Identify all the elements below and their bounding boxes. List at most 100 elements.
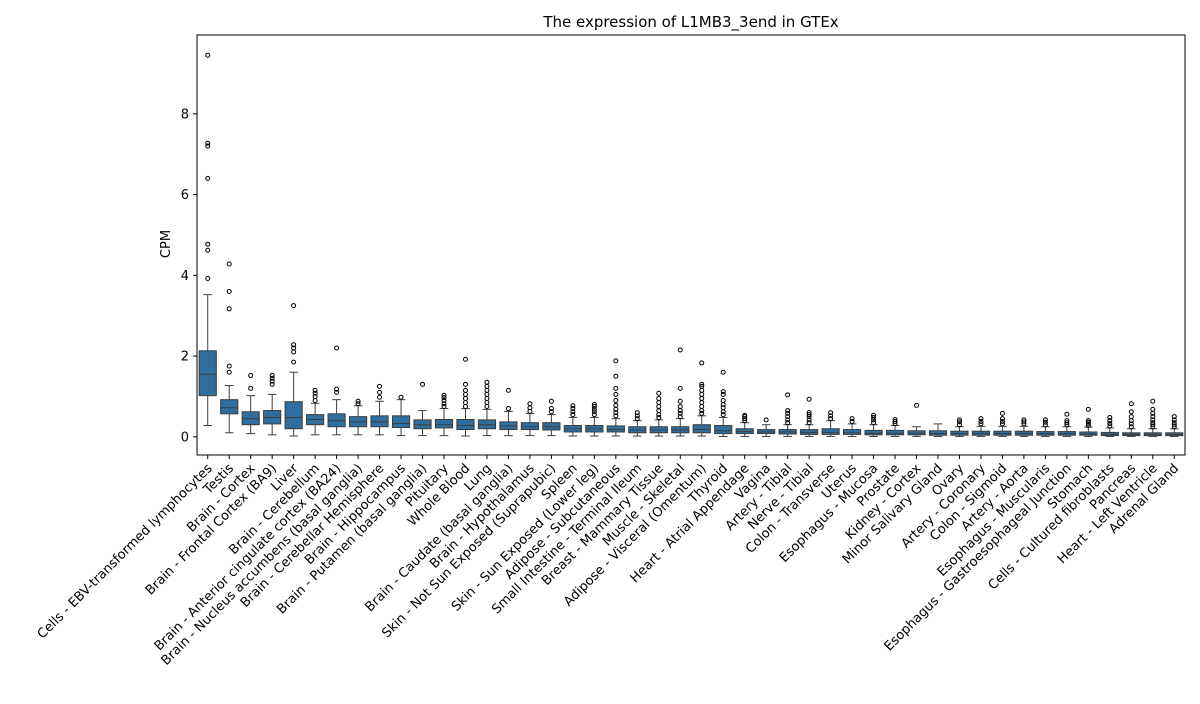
box [434, 418, 454, 429]
box [606, 425, 625, 433]
outlier-point [656, 404, 662, 410]
outlier-point [355, 401, 361, 407]
outlier-point [1171, 422, 1177, 428]
outlier-point [1150, 406, 1156, 412]
plot-frame [196, 34, 1186, 456]
outlier-point [699, 410, 705, 416]
outlier-point [656, 390, 662, 396]
outlier-point [484, 383, 490, 389]
y-tick-label: 0 [181, 430, 189, 445]
outlier-point [291, 349, 297, 355]
outlier-point [591, 406, 597, 412]
outlier-point [677, 404, 683, 410]
outlier-point [248, 372, 254, 378]
outlier-point [613, 391, 619, 397]
outlier-point [613, 410, 619, 416]
outlier-point [828, 410, 834, 416]
outlier-point [720, 409, 726, 415]
outlier-point [1107, 414, 1113, 420]
outlier-point [677, 408, 683, 414]
outlier-point [785, 414, 791, 420]
outlier-point [312, 397, 318, 403]
box [220, 399, 239, 415]
outlier-point [785, 408, 791, 414]
outlier-point [828, 416, 834, 422]
outlier-point [570, 409, 576, 415]
outlier-point [420, 381, 426, 387]
outlier-point [999, 418, 1005, 424]
box [198, 350, 217, 397]
outlier-point [656, 408, 662, 414]
outlier-point [1128, 414, 1134, 420]
outlier-point [1150, 398, 1156, 404]
outlier-point [1107, 421, 1113, 426]
outlier-point [634, 410, 640, 416]
outlier-point [785, 420, 791, 426]
y-tick-label: 4 [181, 269, 189, 284]
outlier-point [205, 143, 211, 149]
outlier-point [613, 358, 619, 364]
outlier-point [291, 345, 297, 351]
outlier-point [720, 389, 726, 395]
outlier-point [1128, 401, 1134, 407]
outlier-point [291, 303, 297, 309]
outlier-point [1128, 409, 1134, 415]
outlier-point [699, 360, 705, 366]
outlier-point [548, 398, 554, 404]
outlier-point [613, 402, 619, 408]
outlier-point [613, 413, 619, 419]
outlier-point [1128, 424, 1134, 430]
outlier-point [570, 406, 576, 412]
outlier-point [677, 398, 683, 404]
outlier-point [205, 241, 211, 247]
outlier-point [591, 402, 597, 408]
outlier-point [785, 392, 791, 398]
outlier-point [1085, 423, 1091, 429]
outlier-point [484, 400, 490, 405]
outlier-point [849, 418, 855, 424]
outlier-point [956, 419, 962, 425]
outlier-point [978, 416, 984, 422]
outlier-point [763, 417, 769, 423]
outlier-point [613, 397, 619, 403]
outlier-point [1085, 406, 1091, 412]
outlier-point [699, 395, 705, 401]
outlier-point [1064, 411, 1070, 417]
outlier-point [334, 386, 340, 392]
outlier-point [377, 383, 383, 389]
outlier-point [999, 410, 1005, 416]
outlier-point [999, 416, 1005, 422]
y-tick-label: 2 [181, 350, 189, 365]
outlier-point [1021, 417, 1027, 423]
outlier-point [441, 401, 447, 407]
outlier-point [720, 397, 726, 403]
box [456, 418, 475, 431]
outlier-point [806, 412, 812, 418]
box [520, 422, 540, 431]
outlier-point [377, 394, 383, 400]
outlier-point [656, 412, 662, 418]
y-tick-label: 6 [181, 188, 189, 203]
outlier-point [699, 381, 705, 387]
chart-title: The expression of L1MB3_3end in GTEx [542, 13, 838, 32]
outlier-point [978, 421, 984, 427]
outlier-point [1128, 421, 1134, 427]
outlier-point [462, 400, 468, 405]
outlier-point [591, 404, 597, 410]
outlier-point [699, 383, 705, 389]
outlier-point [484, 387, 490, 393]
outlier-point [656, 414, 662, 420]
outlier-point [205, 247, 211, 253]
outlier-point [484, 395, 490, 401]
box [714, 425, 733, 435]
outlier-point [656, 400, 662, 405]
outlier-point [291, 342, 297, 348]
outlier-point [892, 416, 898, 422]
outlier-point [699, 404, 705, 410]
outlier-point [441, 395, 447, 401]
outlier-point [205, 52, 211, 58]
outlier-point [269, 372, 275, 378]
outlier-point [914, 402, 920, 408]
outlier-point [484, 404, 490, 410]
